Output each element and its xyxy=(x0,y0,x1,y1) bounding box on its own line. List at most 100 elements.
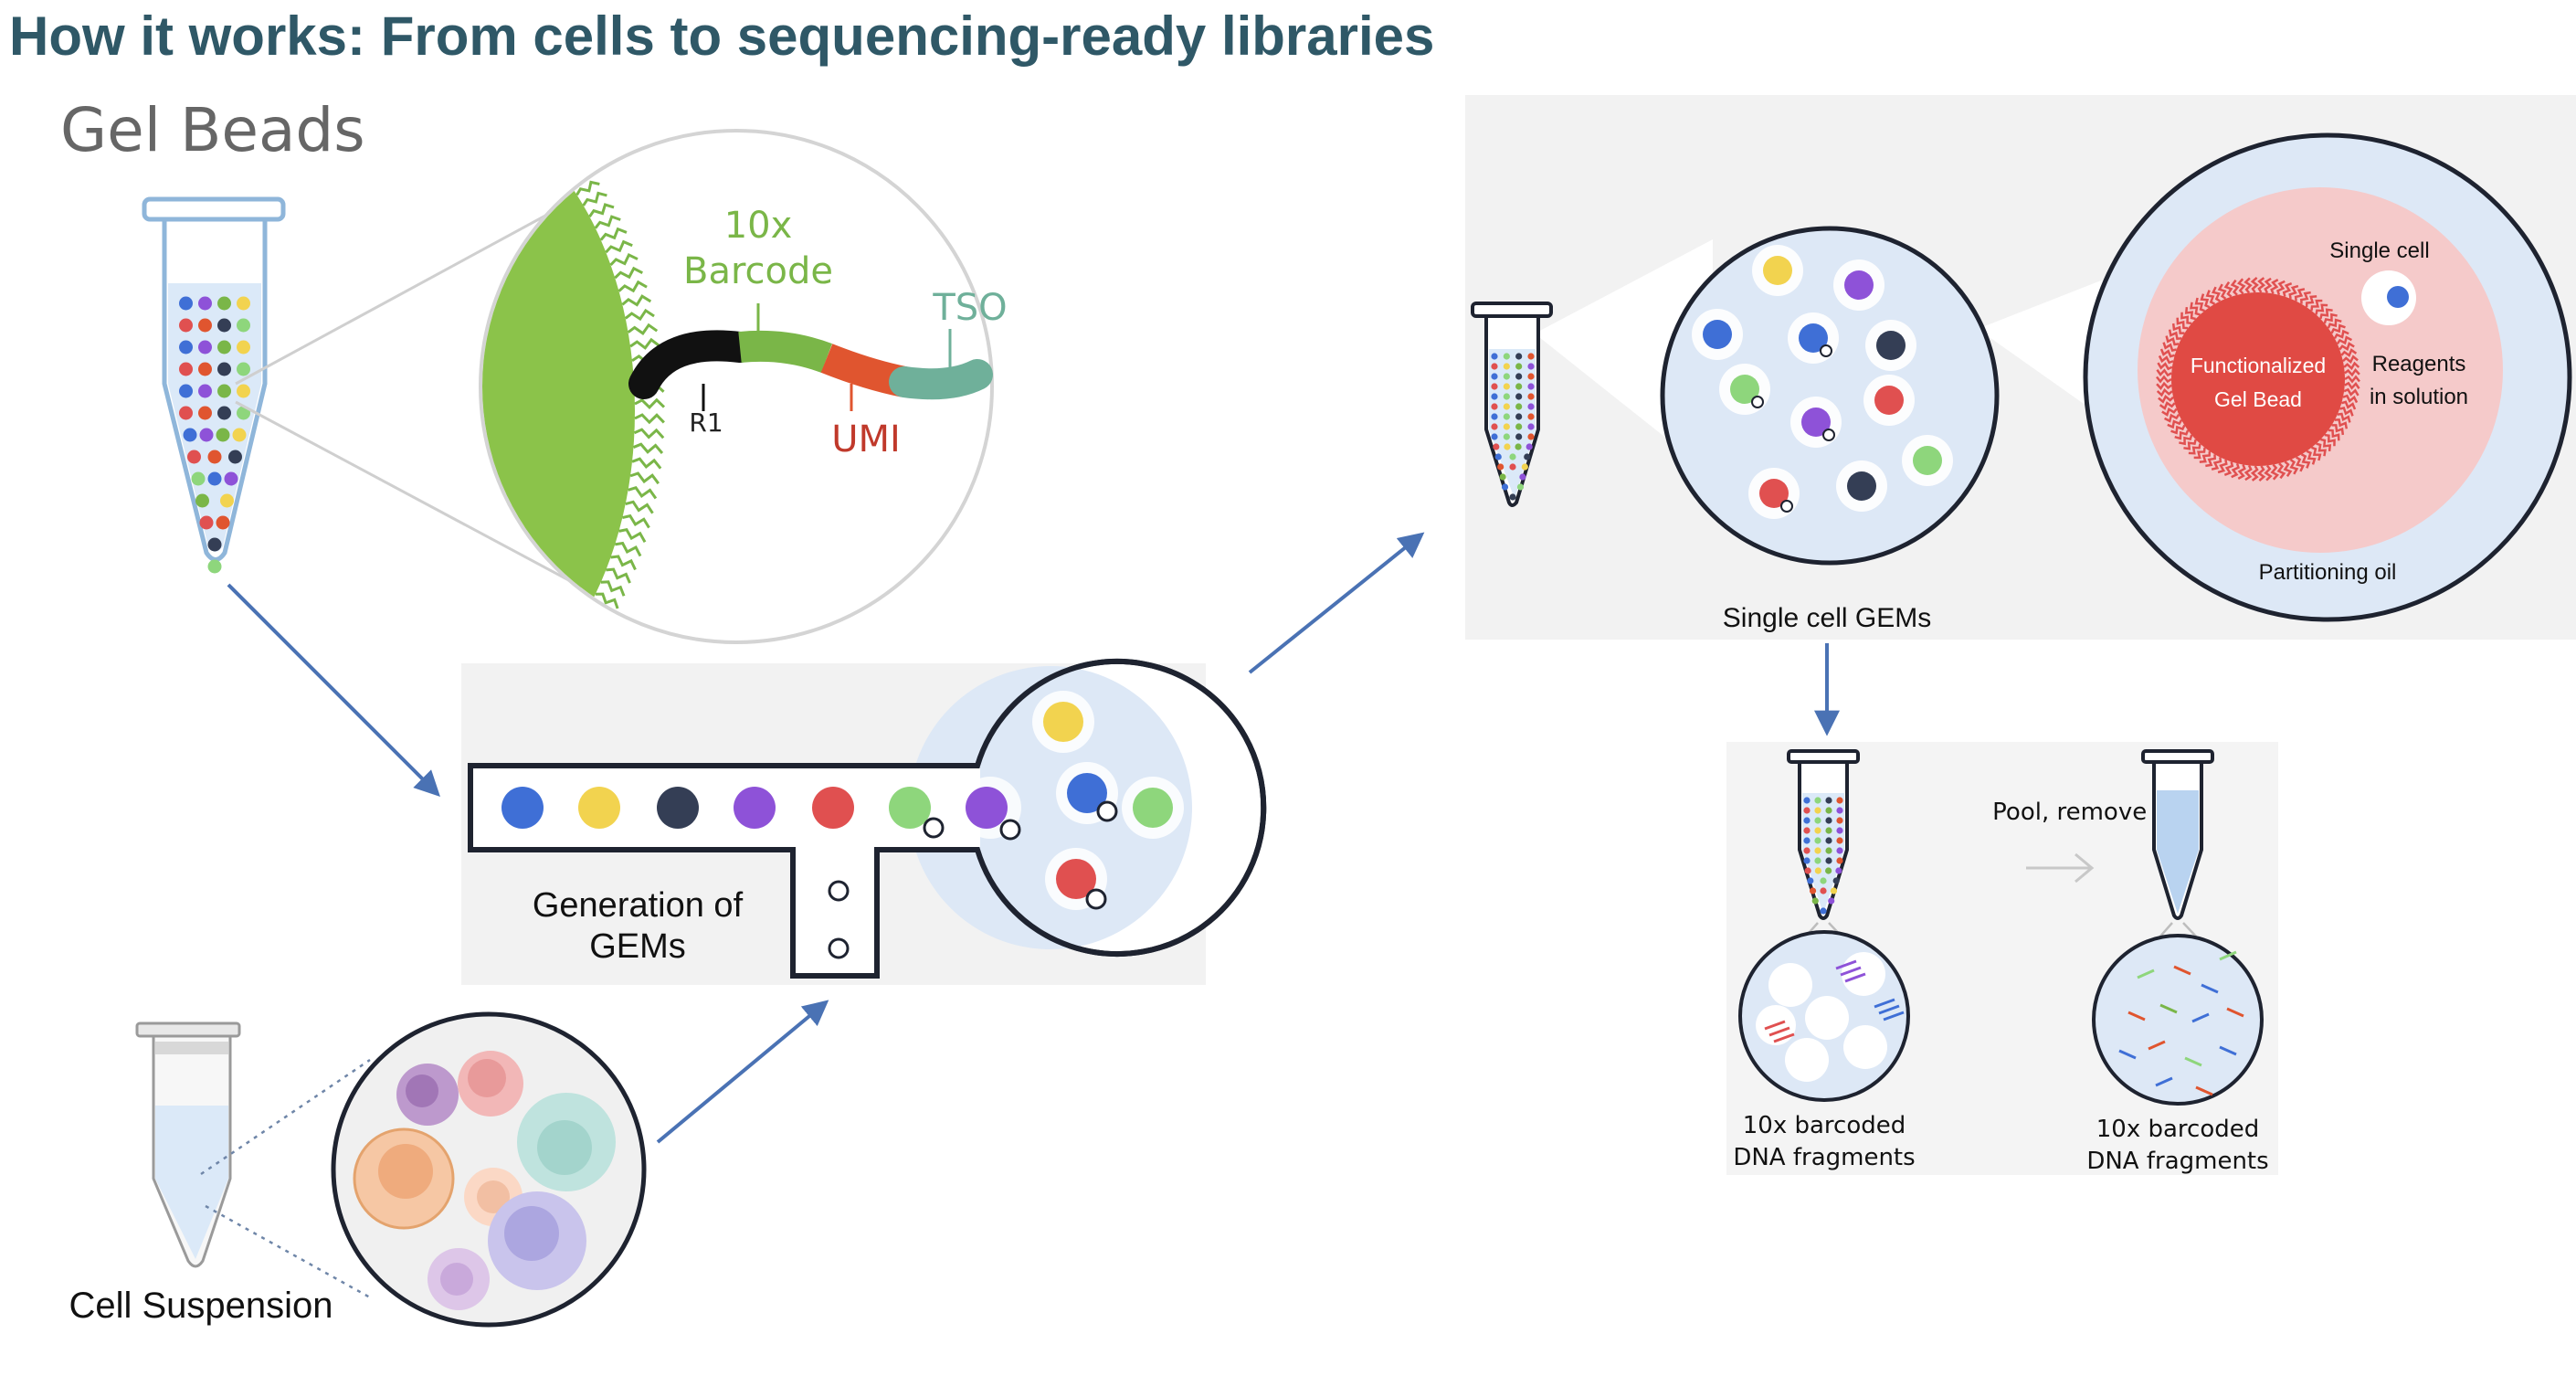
chip-bead xyxy=(812,787,854,829)
cell-dot xyxy=(1096,800,1118,822)
oligo-strand xyxy=(2311,446,2322,461)
tube-dot xyxy=(1494,453,1502,460)
tube-dot xyxy=(1515,443,1522,450)
tube-dot xyxy=(1516,483,1525,491)
gem-bead xyxy=(1759,479,1789,508)
tube-dot xyxy=(1836,837,1843,844)
gem-bead xyxy=(1067,773,1107,813)
dna-fragment xyxy=(1835,959,1857,970)
gem-bead xyxy=(1703,320,1732,349)
oligo-strand xyxy=(2223,461,2234,476)
tube-dot xyxy=(1515,353,1523,360)
tube-dot xyxy=(1803,827,1811,834)
oligo-strand xyxy=(588,203,615,217)
functionalized-label-line1: Functionalized xyxy=(2191,354,2326,377)
tube-dot xyxy=(1814,867,1821,874)
oligo-strand xyxy=(2342,394,2359,404)
tube-dot xyxy=(1803,797,1811,804)
pool-remove-oil-label: Pool, remove oil xyxy=(1992,799,2182,826)
tube-dot xyxy=(1836,807,1843,814)
cell-dot xyxy=(1780,500,1793,513)
pool-arrow-icon xyxy=(2026,852,2095,884)
gel-bead-dot xyxy=(198,318,212,333)
tube-dot xyxy=(1491,413,1498,420)
chip-bead xyxy=(578,787,620,829)
gel-bead-dot xyxy=(183,428,197,442)
tube-dot xyxy=(1825,827,1832,834)
oligo-strand xyxy=(2334,418,2349,429)
oligo-strand xyxy=(2342,355,2359,364)
tube-dot xyxy=(1803,857,1811,864)
tube-dot xyxy=(1825,797,1832,804)
oligo-strand xyxy=(563,647,580,664)
oligo-strand xyxy=(629,471,660,485)
tube-dot xyxy=(1804,867,1811,874)
oligo-strand xyxy=(2338,342,2355,352)
dna-fragment xyxy=(2201,983,2219,994)
gel-bead-dot xyxy=(198,362,212,376)
r1-label: R1 xyxy=(689,408,723,438)
dna-fragment xyxy=(2219,1045,2237,1056)
oligo-strand xyxy=(2217,283,2227,300)
tube-dot xyxy=(1519,473,1526,481)
oligo-strand xyxy=(575,180,600,196)
dna-fragment xyxy=(2191,1012,2210,1023)
dna-fragment xyxy=(2137,968,2155,979)
tube-dot xyxy=(1814,797,1821,804)
tube-dot xyxy=(1828,897,1835,905)
functionalized-gel-bead xyxy=(2171,292,2345,466)
oligo-strand xyxy=(2282,282,2293,297)
tube-dot xyxy=(1527,433,1535,440)
tube-dot xyxy=(1515,363,1523,370)
oligo-strand xyxy=(2257,277,2266,293)
cell-dot xyxy=(828,880,850,902)
dna-fragment xyxy=(1878,1004,1900,1015)
gel-bead-zoom-circle: 10x Barcode TSO R1 UMI xyxy=(479,129,1008,664)
generation-label-line1: Generation of xyxy=(533,886,744,925)
oligo-strand xyxy=(2300,453,2311,469)
tube-dot xyxy=(1491,383,1498,390)
gem-bead xyxy=(1874,386,1904,415)
gel-bead-dot xyxy=(199,515,214,530)
oligo-strand xyxy=(2250,465,2259,482)
tube-dot xyxy=(1503,393,1510,400)
oligo-strand xyxy=(2156,375,2172,384)
partitioning-oil-label: Partitioning oil xyxy=(2259,560,2397,585)
oligo-strand xyxy=(2184,306,2196,321)
tube-dot xyxy=(1836,827,1843,834)
tube-dot xyxy=(1491,353,1498,360)
gel-bead-dot xyxy=(217,362,231,376)
oligo-strand xyxy=(2276,462,2286,480)
tube-dot xyxy=(1835,867,1842,874)
gel-bead-dot xyxy=(220,493,234,508)
gel-bead-dot xyxy=(228,450,242,464)
oligo-strand xyxy=(2344,381,2360,390)
gel-bead-dot xyxy=(195,493,209,508)
oligo-strand xyxy=(2344,368,2360,377)
tube-dot xyxy=(1503,413,1510,420)
oligo-strand xyxy=(2156,368,2172,377)
gem-bead xyxy=(1763,256,1792,285)
arrow-cells-to-chip xyxy=(656,1000,829,1144)
tube-dot xyxy=(1521,463,1528,471)
tube-dot xyxy=(1515,373,1523,380)
gel-bead-dot xyxy=(217,340,231,355)
oligo-strand xyxy=(615,541,642,557)
umi-label: UMI xyxy=(831,418,901,460)
tube-dot xyxy=(1503,363,1510,370)
gel-bead-body xyxy=(482,132,635,640)
oligo-strand xyxy=(2340,348,2358,357)
tube-dot xyxy=(1509,493,1516,501)
oligo-strand xyxy=(2164,413,2180,423)
oligo-strand xyxy=(2157,362,2173,371)
gel-bead-dot xyxy=(207,559,222,574)
gel-bead-dot xyxy=(179,384,193,398)
tube-dot xyxy=(1503,423,1510,430)
left-caption-line1: 10x barcoded xyxy=(1743,1112,1906,1139)
functionalized-label-line2: Gel Bead xyxy=(2214,387,2302,411)
reagents-label-line2: in solution xyxy=(2370,385,2468,409)
oligo-strand xyxy=(2270,279,2279,294)
library-tube-right xyxy=(2141,749,2214,920)
right-caption-line1: 10x barcoded xyxy=(2096,1116,2260,1143)
zoom-line xyxy=(205,1204,371,1299)
